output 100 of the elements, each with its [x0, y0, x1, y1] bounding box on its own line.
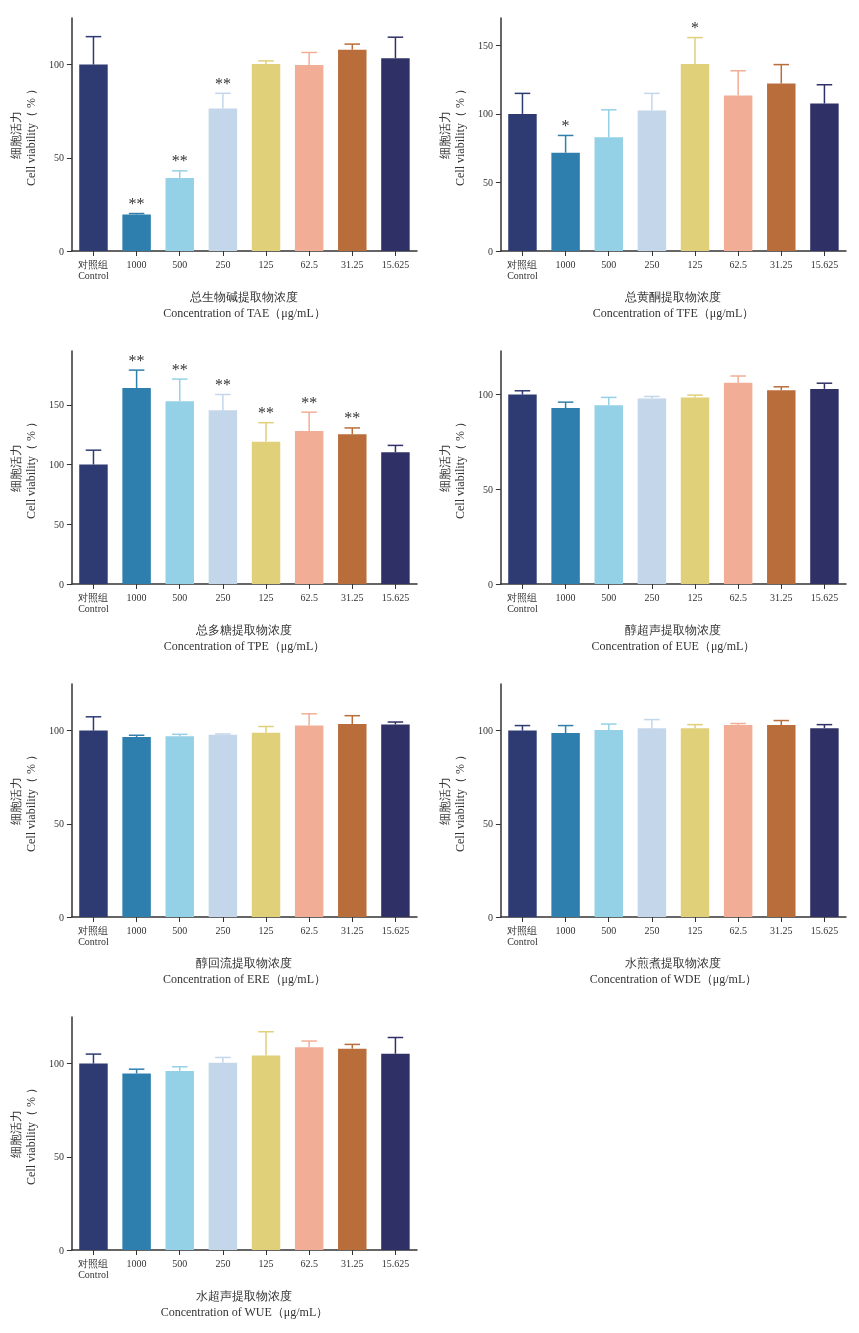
x-tick-label: 31.25 — [770, 259, 793, 270]
bar — [723, 725, 753, 917]
y-tick-label: 100 — [48, 59, 64, 71]
x-tick-label: 250 — [644, 259, 660, 270]
x-tick-label: 125 — [687, 925, 703, 936]
bar — [338, 49, 367, 251]
x-tick-label: 1000 — [555, 925, 576, 936]
x-tick-label: 125 — [258, 259, 274, 270]
x-axis-title: 总生物碱提取物浓度 Concentration of TAE（μg/mL） — [163, 290, 326, 320]
y-tick-label: 50 — [53, 518, 64, 530]
x-tick-label: 对照组 Control — [78, 1258, 109, 1280]
x-axis-title: 醇超声提取物浓度 Concentration of EUE（μg/mL） — [591, 623, 756, 653]
x-axis-title: 水煎煮提取物浓度 Concentration of WDE（μg/mL） — [589, 956, 758, 986]
annotation: * — [561, 116, 570, 134]
x-tick-label: 15.625 — [381, 592, 410, 603]
bar — [338, 1048, 367, 1250]
annotation: ** — [128, 351, 145, 369]
x-tick-label: 对照组 Control — [78, 592, 109, 614]
y-axis-title: 细胞活力 Cell viability（ % ） — [8, 416, 38, 519]
x-tick-label: 62.5 — [300, 592, 318, 603]
x-tick-label: 1000 — [126, 925, 147, 936]
bar — [122, 737, 151, 917]
x-tick-label: 250 — [215, 259, 231, 270]
x-tick-label: 1000 — [126, 1258, 147, 1269]
bar — [208, 734, 238, 917]
x-tick-label: 62.5 — [300, 1258, 318, 1269]
y-tick-label: 150 — [477, 39, 493, 51]
x-axis-title: 总多糖提取物浓度 Concentration of TPE（μg/mL） — [163, 623, 326, 653]
y-tick-label: 50 — [53, 1151, 64, 1163]
y-tick-label: 0 — [58, 1244, 64, 1256]
x-tick-label: 500 — [601, 259, 617, 270]
x-tick-label: 15.625 — [810, 925, 839, 936]
x-tick-label: 125 — [258, 592, 274, 603]
y-axis-title: 细胞活力 Cell viability（ % ） — [437, 83, 467, 186]
x-tick-label: 15.625 — [381, 259, 410, 270]
x-tick-label: 1000 — [555, 592, 576, 603]
x-tick-label: 对照组 Control — [507, 925, 538, 947]
bar — [381, 724, 410, 917]
x-tick-label: 250 — [215, 1258, 231, 1269]
bar — [767, 725, 796, 917]
y-axis-title: 细胞活力 Cell viability（ % ） — [437, 416, 467, 519]
y-tick-label: 50 — [482, 176, 493, 188]
x-tick-label: 500 — [172, 592, 188, 603]
x-tick-label: 15.625 — [381, 925, 410, 936]
x-tick-label: 125 — [258, 925, 274, 936]
y-axis-title: 细胞活力 Cell viability（ % ） — [8, 749, 38, 852]
x-tick-label: 31.25 — [341, 592, 364, 603]
x-tick-label: 62.5 — [729, 925, 747, 936]
x-tick-label: 31.25 — [341, 925, 364, 936]
annotation: ** — [171, 360, 188, 378]
x-tick-label: 对照组 Control — [78, 925, 109, 947]
bar — [122, 1073, 151, 1250]
x-tick-label: 250 — [644, 592, 660, 603]
bar — [680, 728, 710, 917]
y-tick-label: 0 — [58, 245, 64, 257]
y-tick-label: 100 — [48, 459, 64, 471]
y-tick-label: 100 — [477, 108, 493, 120]
bar — [165, 1071, 194, 1250]
y-tick-label: 100 — [48, 1058, 64, 1070]
x-tick-label: 250 — [644, 925, 660, 936]
x-tick-label: 31.25 — [341, 259, 364, 270]
annotation: ** — [214, 375, 231, 393]
x-tick-label: 62.5 — [729, 259, 747, 270]
x-tick-label: 对照组 Control — [78, 259, 109, 281]
y-tick-label: 0 — [487, 578, 493, 590]
bar — [508, 730, 537, 917]
bar — [810, 728, 839, 917]
x-tick-label: 31.25 — [770, 925, 793, 936]
x-tick-label: 250 — [215, 592, 231, 603]
y-axis-title: 细胞活力 Cell viability（ % ） — [8, 83, 38, 186]
y-tick-label: 0 — [487, 911, 493, 923]
x-tick-label: 15.625 — [810, 259, 839, 270]
x-tick-label: 125 — [258, 1258, 274, 1269]
x-tick-label: 15.625 — [381, 1258, 410, 1269]
x-tick-label: 62.5 — [300, 259, 318, 270]
x-tick-label: 31.25 — [341, 1258, 364, 1269]
bar — [165, 736, 194, 917]
annotation: ** — [214, 74, 231, 92]
annotation: ** — [344, 409, 361, 427]
x-tick-label: 500 — [601, 592, 617, 603]
x-tick-label: 62.5 — [729, 592, 747, 603]
x-tick-label: 125 — [687, 259, 703, 270]
y-tick-label: 0 — [487, 245, 493, 257]
y-tick-label: 50 — [482, 818, 493, 830]
y-axis-title: 细胞活力 Cell viability（ % ） — [8, 1082, 38, 1185]
x-tick-label: 对照组 Control — [507, 592, 538, 614]
annotation: * — [691, 19, 700, 37]
y-tick-label: 150 — [48, 399, 64, 411]
x-tick-label: 1000 — [555, 259, 576, 270]
y-tick-label: 0 — [58, 911, 64, 923]
x-tick-label: 500 — [172, 259, 188, 270]
x-tick-label: 500 — [601, 925, 617, 936]
x-tick-label: 31.25 — [770, 592, 793, 603]
x-tick-label: 125 — [687, 592, 703, 603]
bar — [251, 64, 281, 251]
annotation: ** — [301, 393, 318, 411]
annotation: ** — [258, 404, 275, 422]
x-axis-title: 总黄酮提取物浓度 Concentration of TFE（μg/mL） — [592, 290, 755, 320]
x-tick-label: 62.5 — [300, 925, 318, 936]
y-axis-title: 细胞活力 Cell viability（ % ） — [437, 749, 467, 852]
